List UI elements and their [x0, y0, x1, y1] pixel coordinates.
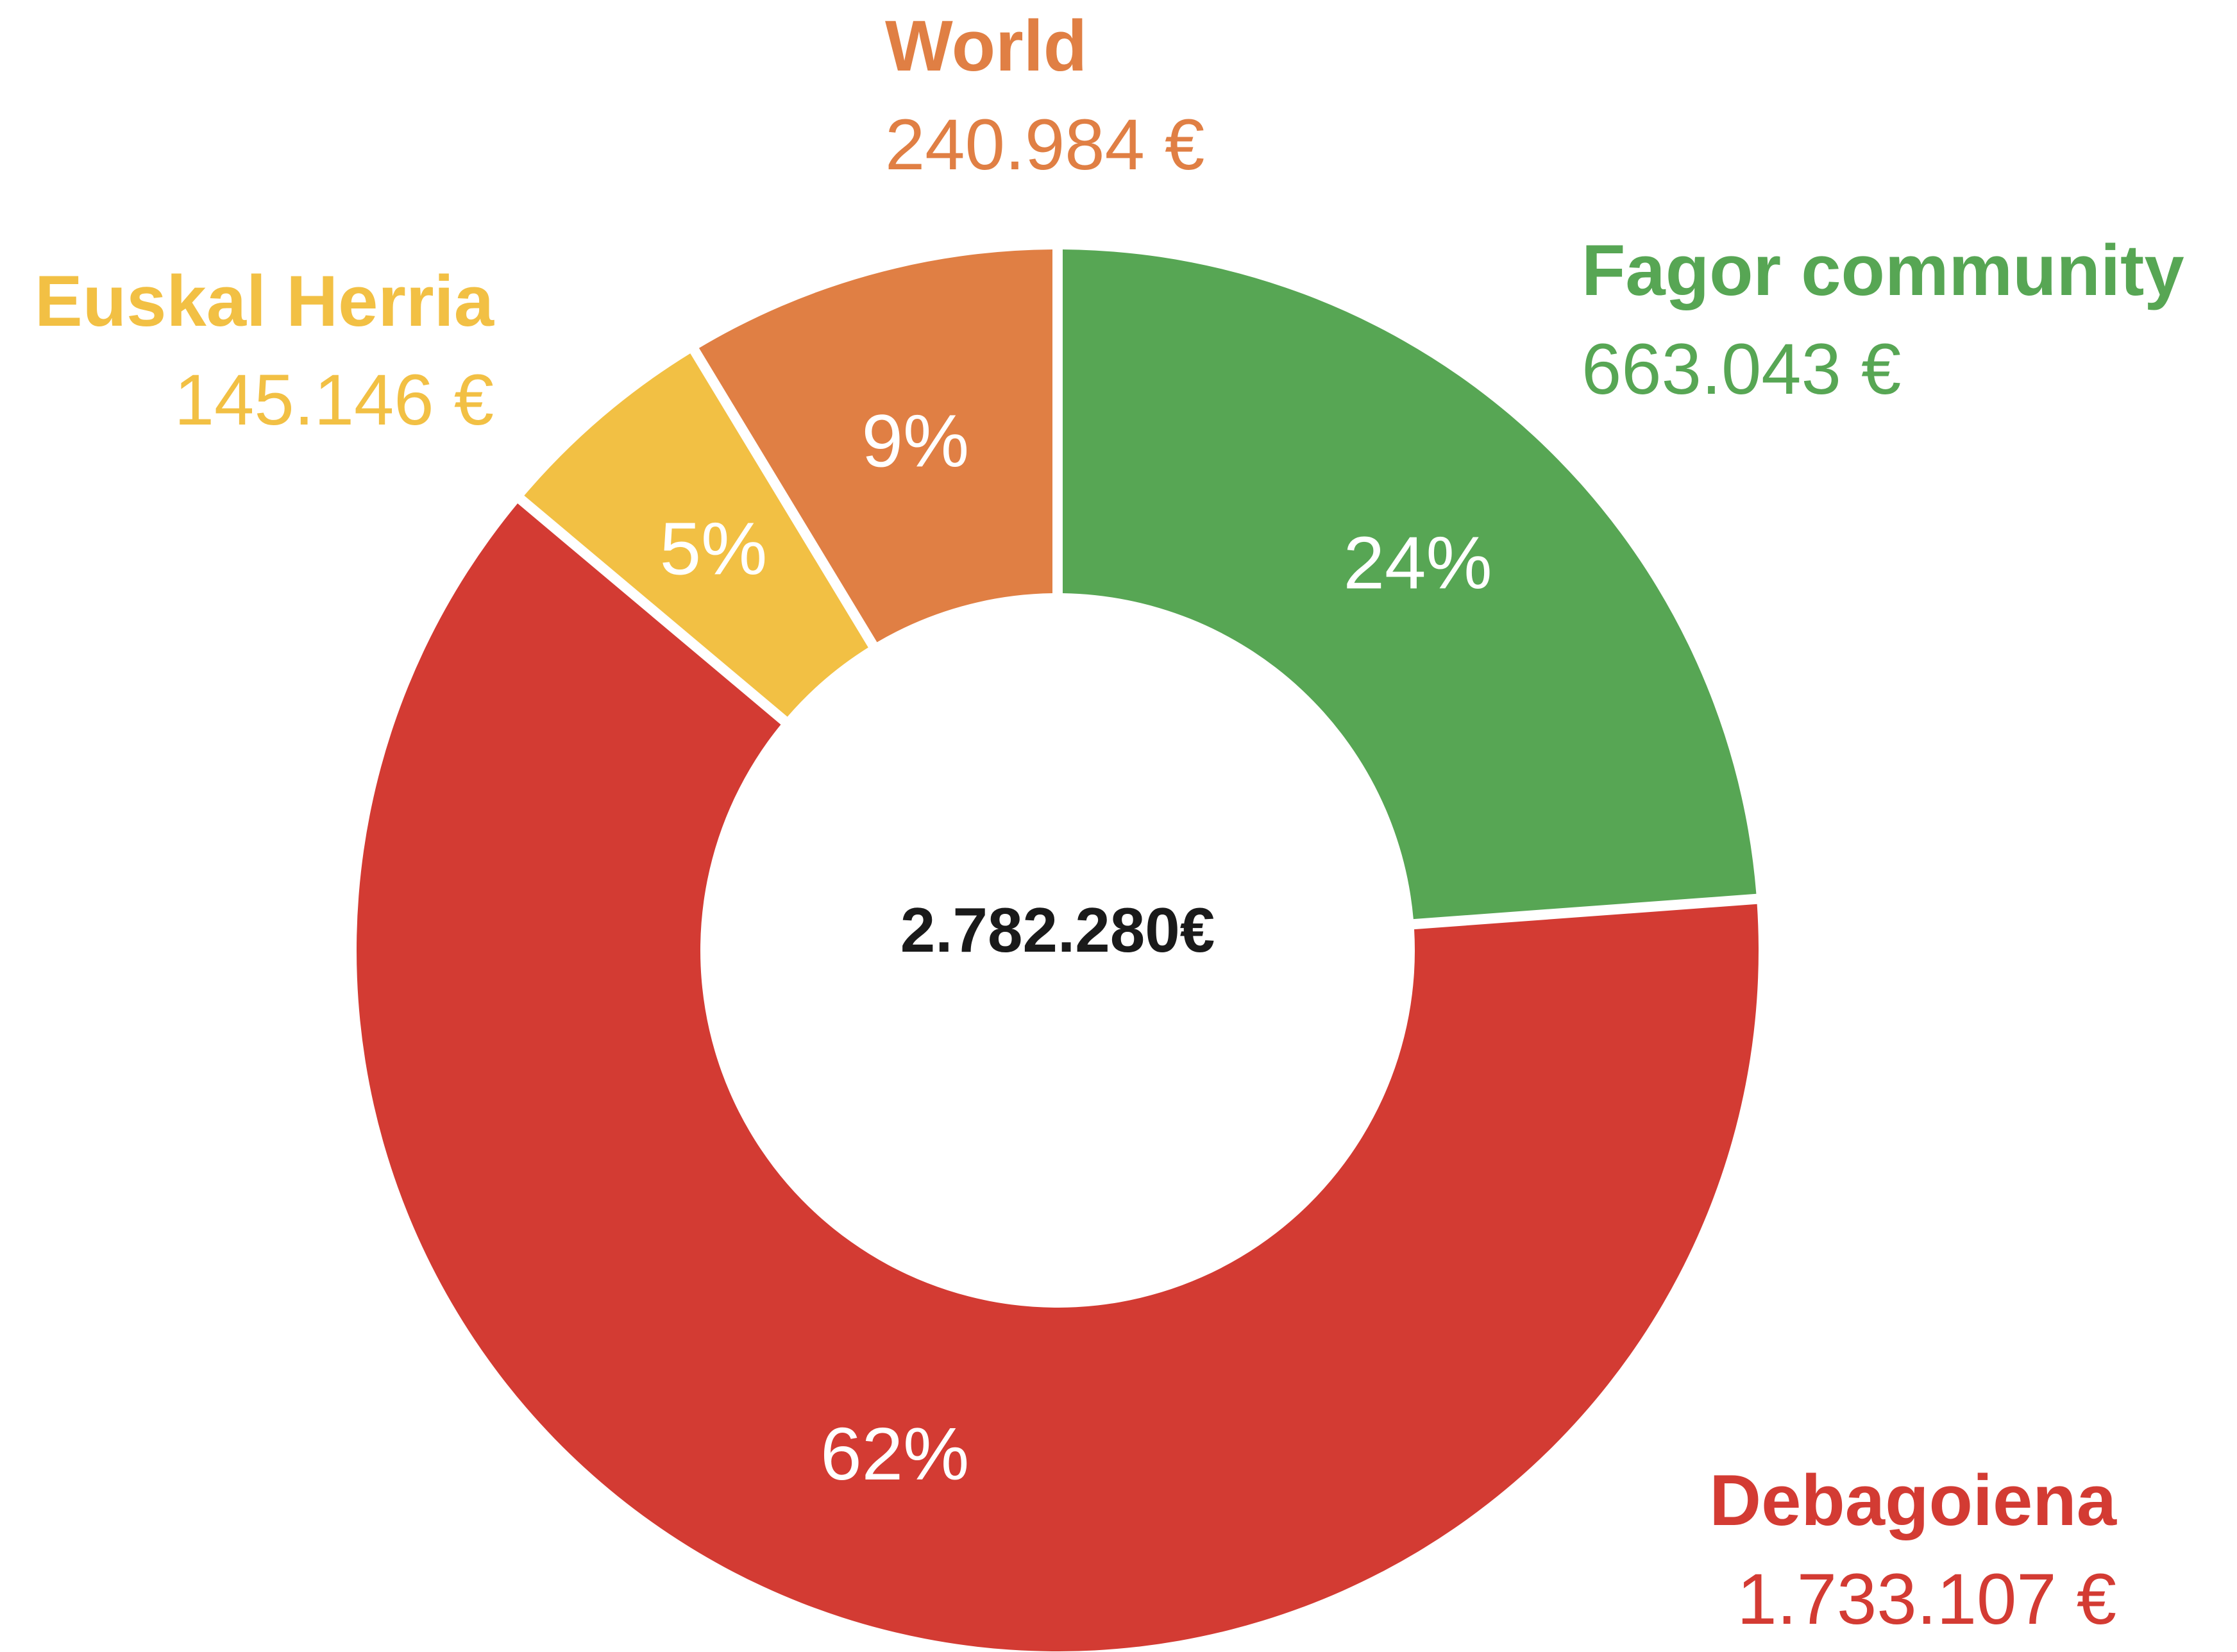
label-world: World 240.984 € [885, 6, 1204, 185]
donut-slices [356, 249, 1759, 1651]
percent-label-euskal-herria: 5% [660, 507, 768, 590]
label-world-value: 240.984 € [885, 105, 1204, 185]
label-debagoiena-name: Debagoiena [1709, 1460, 2117, 1540]
label-fagor-community-name: Fagor community [1582, 230, 2184, 310]
label-fagor-community-value: 663.043 € [1582, 329, 1901, 409]
slice-world [698, 249, 1053, 643]
label-debagoiena: Debagoiena 1.733.107 € [1709, 1460, 2117, 1639]
label-world-name: World [885, 6, 1087, 86]
percent-label-world: 9% [861, 399, 969, 482]
label-fagor-community: Fagor community 663.043 € [1582, 230, 2184, 409]
slice-euskal-herria [524, 353, 868, 717]
percent-label-debagoiena: 62% [820, 1412, 969, 1496]
label-debagoiena-value: 1.733.107 € [1737, 1559, 2116, 1639]
slice-debagoiena [356, 503, 1759, 1651]
percent-label-fagor-community: 24% [1343, 521, 1492, 605]
label-euskal-herria-value: 145.146 € [174, 360, 494, 440]
slice-fagor-community [1062, 249, 1757, 920]
percent-labels: 24% 62% 5% 9% [660, 399, 1492, 1496]
label-euskal-herria: Euskal Herria 145.146 € [35, 261, 494, 440]
label-euskal-herria-name: Euskal Herria [35, 261, 494, 341]
center-total: 2.782.280€ [900, 895, 1215, 965]
